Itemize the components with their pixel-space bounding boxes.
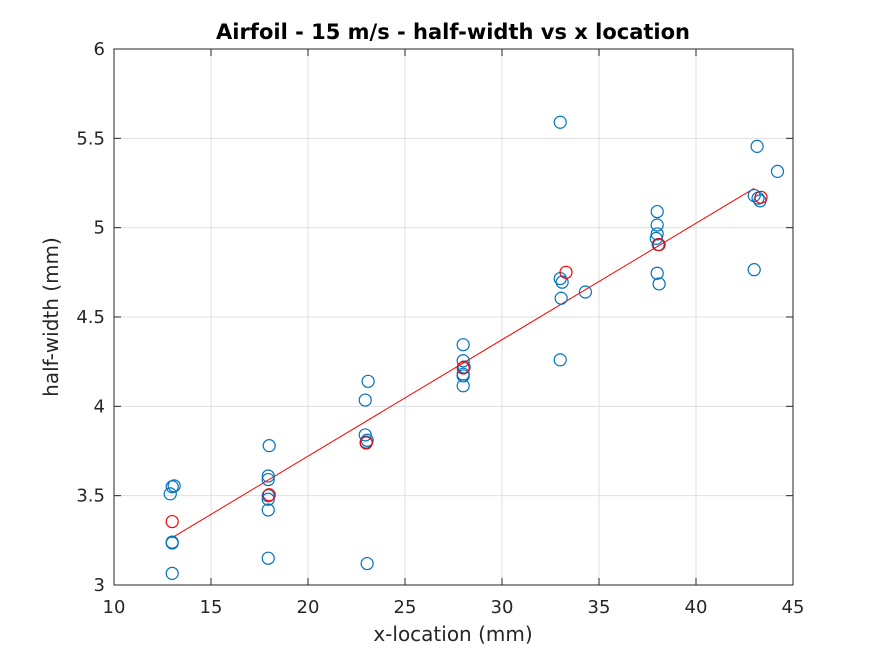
measured-point xyxy=(261,472,275,487)
measured-point xyxy=(261,492,275,506)
x-axis-label: x-location (mm) xyxy=(373,622,532,646)
measured-point xyxy=(456,379,470,393)
measured-point xyxy=(456,369,470,383)
measured-point xyxy=(165,566,179,580)
measured-point xyxy=(578,285,593,299)
y-tick-label: 5 xyxy=(94,218,105,239)
measured-point xyxy=(554,291,568,305)
axis-ticks xyxy=(113,48,794,586)
mean-point xyxy=(652,238,666,252)
y-axis-label: half-width (mm) xyxy=(39,237,63,397)
measured-point xyxy=(553,353,567,367)
x-tick-label: 10 xyxy=(103,597,126,618)
fit-line xyxy=(171,187,755,539)
y-tick-label: 4 xyxy=(94,396,105,417)
y-tick-labels: 3 3.5 4 4.5 5 5.5 6 xyxy=(76,39,105,596)
measured-point xyxy=(456,338,470,352)
mean-point xyxy=(456,361,470,375)
measured-point xyxy=(650,204,664,219)
measured-point xyxy=(358,393,372,407)
measured-point xyxy=(163,487,177,501)
measured-point xyxy=(261,489,275,503)
mean-point xyxy=(262,488,276,502)
measured-point xyxy=(650,218,664,232)
x-tick-labels: 10 15 20 25 30 35 40 45 xyxy=(103,597,805,618)
x-tick-label: 30 xyxy=(491,597,514,618)
measured-point xyxy=(358,428,372,442)
data-marks xyxy=(163,115,785,580)
measured-point xyxy=(361,374,375,388)
measured-point xyxy=(262,439,276,453)
measured-point xyxy=(457,360,471,374)
x-tick-label: 25 xyxy=(394,597,417,618)
x-tick-label: 35 xyxy=(588,597,611,618)
measured-point xyxy=(747,263,761,277)
x-tick-label: 15 xyxy=(200,597,223,618)
measured-point xyxy=(553,115,567,129)
x-tick-label: 45 xyxy=(782,597,805,618)
chart-title: Airfoil - 15 m/s - half-width vs x locat… xyxy=(216,20,690,44)
measured-point xyxy=(650,266,664,280)
measured-point xyxy=(261,551,275,565)
measured-point xyxy=(360,556,374,571)
measured-point xyxy=(652,277,666,291)
measured-point xyxy=(650,227,664,241)
measured-point xyxy=(167,479,181,493)
x-tick-label: 40 xyxy=(685,597,708,618)
y-tick-label: 3 xyxy=(94,575,105,596)
x-tick-label: 20 xyxy=(297,597,320,618)
mean-point xyxy=(559,265,573,279)
measured-point xyxy=(649,231,663,245)
measured-point xyxy=(261,469,275,483)
measured-point xyxy=(750,139,764,153)
measured-point xyxy=(165,536,179,550)
mean-point xyxy=(165,514,179,529)
y-tick-label: 3.5 xyxy=(76,486,105,507)
y-tick-label: 4.5 xyxy=(76,307,105,328)
mean-point xyxy=(754,190,768,204)
y-tick-label: 6 xyxy=(94,39,105,60)
y-tick-label: 5.5 xyxy=(76,128,105,149)
measured-point xyxy=(770,164,785,178)
mean-point xyxy=(359,436,373,450)
measured-point xyxy=(261,503,275,517)
measured-point xyxy=(456,354,470,368)
